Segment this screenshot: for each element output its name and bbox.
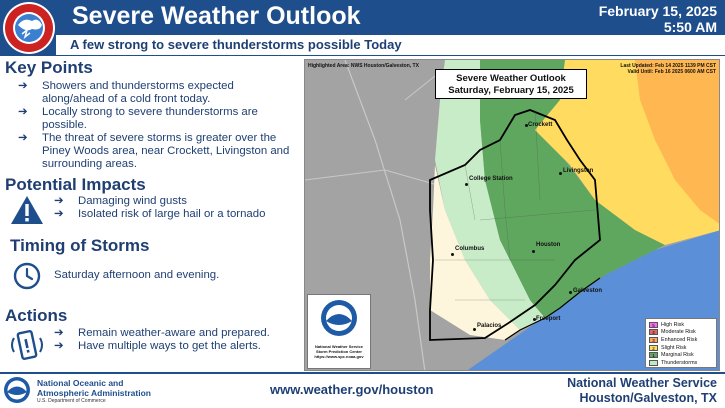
key-points-heading: Key Points [5, 58, 93, 77]
action-item: ➔ Remain weather-aware and prepared. [54, 327, 270, 339]
timing-heading: Timing of Storms [10, 236, 150, 255]
spc-noaa-badge: National Weather Service Storm Predictio… [307, 294, 371, 369]
city-marker [525, 124, 528, 127]
city-marker [532, 250, 535, 253]
arrow-icon: ➔ [54, 195, 64, 207]
header-banner: Severe Weather Outlook February 15, 2025… [0, 0, 725, 56]
city-marker [451, 253, 454, 256]
city-marker [473, 328, 476, 331]
city-marker [559, 172, 562, 175]
noaa-name: National Oceanic and Atmospheric Adminis… [37, 378, 151, 398]
map-title-box: Severe Weather Outlook Saturday, Februar… [435, 69, 587, 99]
key-points-list: ➔ Showers and thunderstorms expected alon… [18, 80, 298, 171]
noaa-footer-logo-icon [4, 377, 30, 403]
actions-heading: Actions [5, 306, 68, 325]
website-link[interactable]: www.weather.gov/houston [270, 382, 434, 397]
nws-logo-icon [3, 2, 55, 54]
impact-item: ➔ Damaging wind gusts [54, 195, 187, 207]
impacts-list: ➔ Damaging wind gusts ➔ Isolated risk of l… [54, 195, 294, 221]
arrow-icon: ➔ [54, 208, 64, 220]
issue-time: 5:50 AM [663, 19, 717, 35]
city-label-livingston: Livingston [563, 168, 594, 174]
legend-row: 5 High Risk [649, 321, 713, 329]
city-marker [465, 183, 468, 186]
clock-icon [13, 262, 41, 290]
page-subtitle: A few strong to severe thunderstorms pos… [70, 37, 402, 52]
legend-row: 1 Marginal Risk [649, 351, 713, 359]
warning-icon [11, 196, 43, 224]
city-marker [533, 318, 536, 321]
footer-divider [0, 372, 725, 374]
arrow-icon: ➔ [54, 327, 64, 339]
noaa-department: U.S. Department of Commerce [37, 398, 106, 404]
arrow-icon: ➔ [54, 340, 64, 352]
city-label-houston: Houston [536, 242, 561, 248]
city-label-college-station: College Station [469, 176, 513, 182]
impact-item: ➔ Isolated risk of large hail or a tornad… [54, 208, 266, 220]
risk-legend: 5 High Risk 4 Moderate Risk 3 Enhanced Risk… [645, 318, 717, 368]
city-marker [569, 291, 572, 294]
map-date: Saturday, February 15, 2025 [448, 85, 574, 96]
legend-row: 2 Slight Risk [649, 344, 713, 352]
timing-text: Saturday afternoon and evening. [54, 269, 220, 281]
outlook-map: Highlighted Area: NWS Houston/Galveston,… [304, 59, 720, 371]
arrow-icon: ➔ [18, 106, 28, 118]
subtitle-bar: A few strong to severe thunderstorms pos… [56, 35, 725, 55]
map-title: Severe Weather Outlook [456, 73, 566, 84]
action-item: ➔ Have multiple ways to get the alerts. [54, 340, 261, 352]
arrow-icon: ➔ [18, 80, 28, 92]
map-last-updated: Last Updated: Feb 14 2025 1139 PM CST [620, 63, 716, 69]
actions-list: ➔ Remain weather-aware and prepared. ➔ Hav… [54, 327, 294, 353]
phone-alert-icon [11, 330, 43, 360]
key-point-item: ➔ Showers and thunderstorms expected alon… [18, 80, 234, 105]
legend-row: Thunderstorms [649, 359, 713, 367]
city-label-palacios: Palacios [477, 323, 502, 329]
page-title: Severe Weather Outlook [72, 2, 361, 30]
nws-office-name: National Weather Service Houston/Galvest… [567, 376, 717, 405]
key-point-item: ➔ The threat of severe storms is greater … [18, 132, 290, 170]
noaa-logo-icon [321, 300, 357, 336]
legend-row: 3 Enhanced Risk [649, 336, 713, 344]
spc-caption: National Weather Service Storm Predictio… [314, 344, 364, 359]
issue-date: February 15, 2025 [598, 3, 717, 19]
city-label-crockett: Crockett [528, 122, 553, 128]
city-label-freeport: Freeport [536, 316, 561, 322]
issue-datetime: February 15, 2025 5:50 AM [599, 3, 717, 35]
map-timestamps: Last Updated: Feb 14 2025 1139 PM CST Va… [620, 63, 716, 75]
city-label-galveston: Galveston [573, 288, 603, 294]
city-label-columbus: Columbus [455, 246, 485, 252]
map-valid-until: Valid Until: Feb 16 2025 0600 AM CST [627, 69, 716, 75]
legend-row: 4 Moderate Risk [649, 329, 713, 337]
key-point-item: ➔ Locally strong to severe thunderstorms … [18, 106, 258, 131]
impacts-heading: Potential Impacts [5, 175, 146, 194]
map-highlighted-area: Highlighted Area: NWS Houston/Galveston,… [308, 63, 419, 69]
arrow-icon: ➔ [18, 132, 28, 144]
